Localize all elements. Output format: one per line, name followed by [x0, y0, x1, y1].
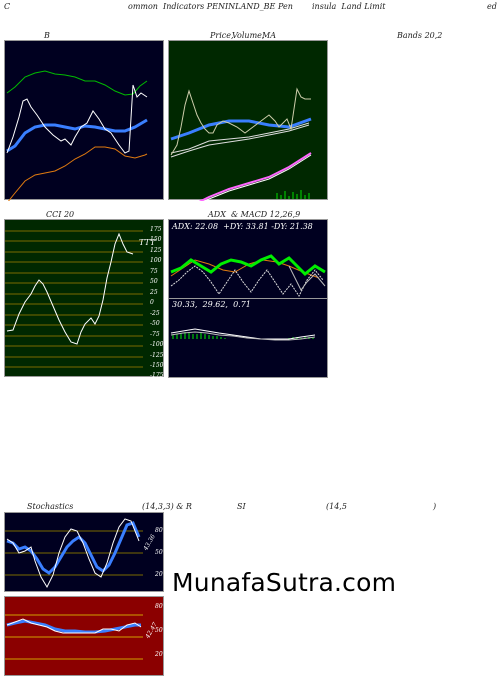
cci-tick: 100 — [150, 257, 162, 264]
price-ma-panel — [168, 40, 328, 201]
stochastics-label: Stochastics — [27, 502, 74, 511]
cci-tick: 0 — [150, 299, 154, 306]
bollinger-chart — [6, 70, 148, 201]
cci-label: CCI 20 — [46, 210, 75, 219]
macd-chart — [170, 328, 316, 341]
cci-tick: -175 — [150, 372, 164, 379]
adx-values-text: ADX: 22.08 +DY: 33.81 -DY: 21.38 — [172, 222, 313, 231]
rsi-chart — [5, 614, 143, 660]
stochastics-params: (14,3,3) & R — [142, 502, 192, 511]
cci-tick: 150 — [150, 236, 162, 243]
macd-values-text: 30.33, 29.62, 0.71 — [172, 300, 251, 309]
rsi-params-close: ) — [433, 502, 437, 511]
price-ma-chart — [170, 87, 312, 201]
cci-tick: -125 — [150, 352, 164, 359]
macd-panel: 30.33, 29.62, 0.71 — [168, 298, 328, 378]
cci-tick: -150 — [150, 362, 164, 369]
header-title-part1: ommon Indicators PENINLAND_BE Pen — [128, 2, 293, 11]
bollinger-panel — [4, 40, 164, 201]
rsi-panel: 80 50 20 42.47 — [4, 596, 164, 676]
cci-tick: -100 — [150, 341, 164, 348]
bollinger-label2: Bands 20,2 — [397, 31, 443, 40]
stoch-tick: 80 — [155, 527, 163, 534]
header-left: C — [4, 2, 11, 11]
cci-tick: 75 — [150, 268, 158, 275]
rsi-tick: 50 — [155, 627, 163, 634]
cci-panel — [4, 219, 164, 377]
rsi-tick: 80 — [155, 603, 163, 610]
adx-chart — [170, 254, 326, 297]
header-right: ed — [487, 2, 497, 11]
stoch-tick: 20 — [155, 571, 163, 578]
header-title-part2: insula Land Limit — [312, 2, 386, 11]
price-label: Price, — [210, 31, 234, 40]
watermark: MunafaSutra.com — [172, 568, 397, 597]
cci-tick: -75 — [150, 331, 160, 338]
cci-tick: 125 — [150, 247, 162, 254]
adx-macd-label: ADX & MACD 12,26,9 — [208, 210, 301, 219]
adx-panel: ADX: 22.08 +DY: 33.81 -DY: 21.38 — [168, 219, 328, 299]
cci-current-value: TTT — [139, 238, 156, 247]
ma-label: MA — [262, 31, 276, 40]
rsi-tick: 20 — [155, 651, 163, 658]
stochastics-panel: 80 50 20 43.36 — [4, 512, 164, 592]
stoch-tick: 50 — [155, 549, 163, 556]
cci-chart — [5, 230, 143, 368]
rsi-label: SI — [237, 502, 246, 511]
cci-tick: -25 — [150, 310, 160, 317]
cci-tick: 175 — [150, 226, 162, 233]
cci-tick: -50 — [150, 320, 160, 327]
cci-tick: 50 — [150, 278, 158, 285]
bollinger-label: B — [44, 31, 50, 40]
rsi-params: (14,5 — [326, 502, 347, 511]
stochastics-chart — [5, 518, 143, 589]
cci-tick: 25 — [150, 289, 158, 296]
volume-label: Volume, — [232, 31, 265, 40]
